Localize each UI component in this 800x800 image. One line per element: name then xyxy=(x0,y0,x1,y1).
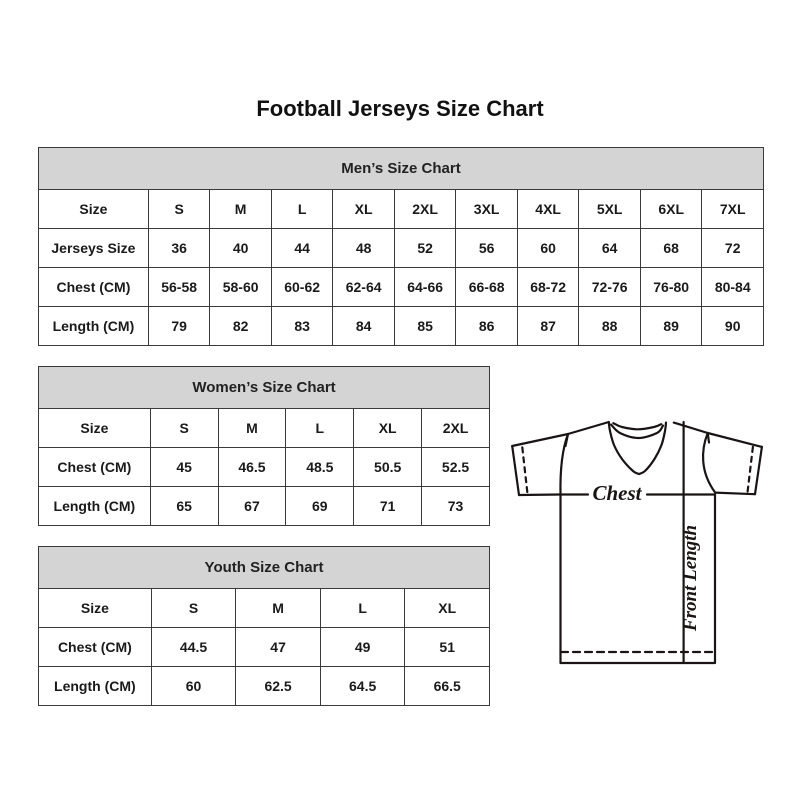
svg-text:Front Length: Front Length xyxy=(680,525,701,632)
svg-text:Chest: Chest xyxy=(592,481,642,505)
